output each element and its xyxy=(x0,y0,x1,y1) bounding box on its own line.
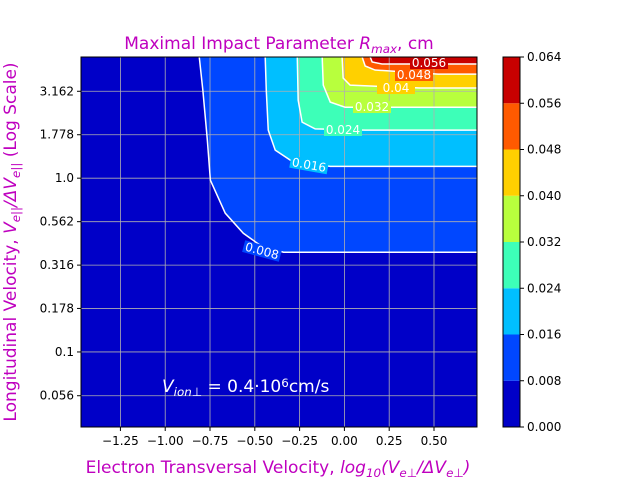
y-tick-label: 1.0 xyxy=(55,171,74,185)
y-tick-label: 0.056 xyxy=(40,389,74,403)
text-part: = 0.4·10 xyxy=(202,377,281,397)
colorbar-tick-label: 0.032 xyxy=(527,235,561,249)
x-tick-label: −1.00 xyxy=(147,434,184,448)
contour-line xyxy=(369,56,477,65)
title: Maximal Impact Parameter Rmax, cm xyxy=(124,34,433,56)
text-part: Electron Transversal Velocity, xyxy=(86,458,340,478)
text-part: ion⊥ xyxy=(174,385,202,399)
y-tick-label: 0.1 xyxy=(55,345,74,359)
colorbar-band xyxy=(503,334,520,381)
colorbar-tick-label: 0.056 xyxy=(527,96,561,110)
contour-label: 0.024 xyxy=(326,123,360,137)
text-part: ) xyxy=(462,458,471,478)
contour-line xyxy=(361,56,477,75)
contour-line xyxy=(264,56,477,168)
colorbar-tick-label: 0.024 xyxy=(527,281,561,295)
contour-line xyxy=(296,56,477,131)
contour-line xyxy=(321,56,477,108)
y-tick-label: 0.562 xyxy=(40,215,74,229)
text-part: log xyxy=(340,458,366,478)
contour-line xyxy=(341,56,477,89)
label-backdrop xyxy=(324,124,362,136)
x-tick-label: −1.25 xyxy=(102,434,139,448)
colorbar-tick-label: 0.040 xyxy=(527,189,561,203)
colorbar-tick-label: 0.000 xyxy=(527,420,561,434)
text-part: e⊥ xyxy=(446,466,464,480)
x-tick-label: 0.00 xyxy=(331,434,358,448)
contour-label: 0.032 xyxy=(355,100,389,114)
text-part: 6 xyxy=(281,376,289,390)
colorbar-tick-label: 0.016 xyxy=(527,328,561,342)
colorbar-band xyxy=(503,380,520,427)
text-part: R xyxy=(359,34,371,54)
y-tick-label: 0.178 xyxy=(40,301,74,315)
text-part: Longitudinal Velocity, xyxy=(1,234,21,422)
colorbar-tick-label: 0.064 xyxy=(527,50,561,64)
contour-label: 0.048 xyxy=(397,68,431,82)
text-part: , cm xyxy=(397,34,434,54)
x-label: Electron Transversal Velocity, log10(Ve⊥… xyxy=(86,458,471,480)
text-part: Maximal Impact Parameter xyxy=(124,34,359,54)
colorbar-band xyxy=(503,103,520,150)
label-backdrop xyxy=(377,82,415,94)
text-part: e|| xyxy=(9,207,23,222)
text-part: (Log Scale) xyxy=(1,62,21,162)
colorbar-band xyxy=(503,195,520,242)
text-part: (V xyxy=(381,458,401,478)
text-part: V xyxy=(162,377,175,397)
text-part: /ΔV xyxy=(415,458,447,478)
x-tick-label: −0.50 xyxy=(236,434,273,448)
y-tick-label: 0.316 xyxy=(40,258,74,272)
label-backdrop xyxy=(410,57,448,69)
text-part: e⊥ xyxy=(399,466,417,480)
label-backdrop xyxy=(395,69,433,81)
text-part: /ΔV xyxy=(1,177,21,209)
contour-label: 0.056 xyxy=(412,56,446,70)
colorbar-band xyxy=(503,149,520,196)
label-backdrop xyxy=(242,240,282,262)
colorbar-band xyxy=(503,242,520,289)
colorbar-tick-label: 0.048 xyxy=(527,143,561,157)
plot-frame xyxy=(80,56,478,428)
text-part: cm/s xyxy=(289,377,330,397)
x-tick-label: −0.75 xyxy=(192,434,229,448)
contour-label: 0.04 xyxy=(383,81,410,95)
y-tick-label: 1.778 xyxy=(40,128,74,142)
colorbar-tick-label: 0.008 xyxy=(527,374,561,388)
label-backdrop xyxy=(289,155,329,175)
x-tick-label: 0.50 xyxy=(421,434,448,448)
contour-label: 0.016 xyxy=(291,155,327,175)
colorbar-band xyxy=(503,288,520,335)
text-part: max xyxy=(371,42,398,56)
text-part: e|| xyxy=(9,163,23,178)
y-tick-label: 3.162 xyxy=(40,84,74,98)
y-label: Longitudinal Velocity, Ve||/ΔVe|| (Log S… xyxy=(1,62,23,421)
label-backdrop xyxy=(353,101,391,113)
text-part: 10 xyxy=(366,466,381,480)
text-part: V xyxy=(1,221,21,234)
x-tick-label: 0.25 xyxy=(376,434,403,448)
annotation: Vion⊥ = 0.4·106cm/s xyxy=(162,376,329,398)
x-tick-label: −0.25 xyxy=(281,434,318,448)
colorbar-band xyxy=(503,57,520,104)
